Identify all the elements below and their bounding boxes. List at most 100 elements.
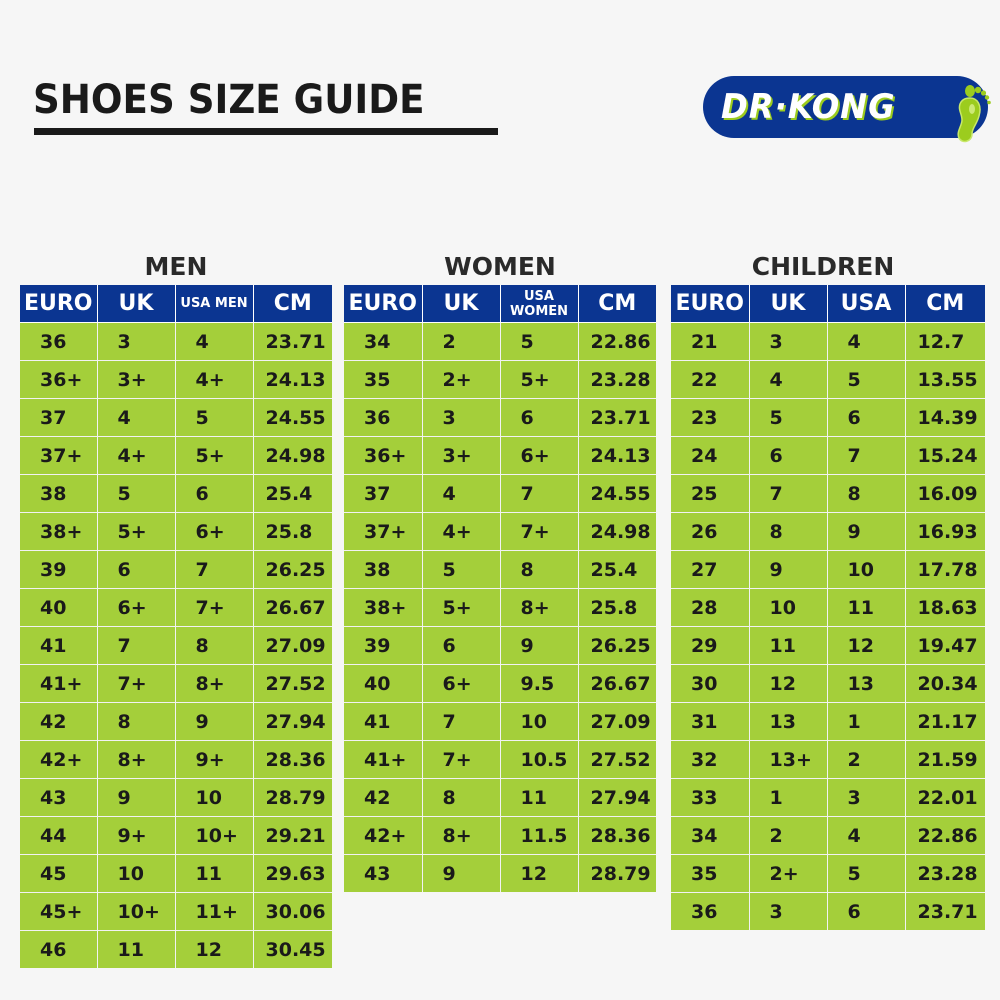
cell-uk: 3+ <box>421 436 501 475</box>
column-header-usa-men: USA MEN <box>174 285 254 323</box>
cell-cm: 25.4 <box>577 550 656 589</box>
men-header-row: EURO UK USA MEN CM <box>20 285 332 323</box>
children-size-table: EURO UK USA CM 21 3 4 12.7 22 4 5 13.55 23 5 6 14.3… <box>671 285 985 930</box>
cell-uk: 9+ <box>96 816 176 855</box>
cell-uk: 11 <box>96 930 176 968</box>
cell-cm: 22.86 <box>577 322 656 361</box>
table-row: 27 9 10 17.78 <box>671 550 985 589</box>
cell-usa: 13 <box>826 664 906 703</box>
table-row: 43 9 10 28.79 <box>20 778 332 817</box>
cell-usa: 10+ <box>174 816 254 855</box>
cell-cm: 26.25 <box>252 550 332 589</box>
table-row: 24 6 7 15.24 <box>671 436 985 475</box>
column-header-cm: CM <box>577 285 656 323</box>
cell-euro: 21 <box>671 322 750 361</box>
cell-euro: 36 <box>671 892 750 930</box>
cell-euro: 38 <box>20 474 98 513</box>
cell-usa: 8+ <box>174 664 254 703</box>
cell-uk: 6+ <box>96 588 176 627</box>
cell-usa: 9 <box>499 626 579 665</box>
cell-uk: 5 <box>748 398 828 437</box>
table-row: 35 2+ 5+ 23.28 <box>344 360 656 399</box>
column-header-cm: CM <box>904 285 985 323</box>
cell-euro: 39 <box>344 626 423 665</box>
cell-cm: 21.17 <box>904 702 985 741</box>
cell-cm: 18.63 <box>904 588 985 627</box>
cell-usa: 10 <box>826 550 906 589</box>
cell-usa: 11.5 <box>499 816 579 855</box>
cell-euro: 34 <box>671 816 750 855</box>
cell-uk: 3 <box>748 892 828 930</box>
cell-usa: 10 <box>174 778 254 817</box>
table-row: 29 11 12 19.47 <box>671 626 985 665</box>
column-header-usa-women-label: USA WOMEN <box>509 288 569 319</box>
cell-euro: 45 <box>20 854 98 893</box>
table-row: 38+ 5+ 8+ 25.8 <box>344 588 656 627</box>
logo-text: DR·KONG <box>721 87 896 127</box>
cell-euro: 39 <box>20 550 98 589</box>
table-row: 30 12 13 20.34 <box>671 664 985 703</box>
cell-usa: 10.5 <box>499 740 579 779</box>
column-header-usa: USA <box>826 285 906 323</box>
cell-cm: 28.36 <box>577 816 656 855</box>
table-row: 38 5 6 25.4 <box>20 474 332 513</box>
cell-uk: 8 <box>96 702 176 741</box>
cell-uk: 6+ <box>421 664 501 703</box>
title-underline <box>34 128 498 135</box>
cell-euro: 35 <box>671 854 750 893</box>
cell-uk: 5 <box>421 550 501 589</box>
table-row: 36 3 6 23.71 <box>344 398 656 437</box>
cell-uk: 4 <box>96 398 176 437</box>
cell-uk: 5+ <box>421 588 501 627</box>
children-section-title: CHILDREN <box>751 252 895 281</box>
table-row: 39 6 9 26.25 <box>344 626 656 665</box>
table-row: 35 2+ 5 23.28 <box>671 854 985 893</box>
column-header-usa-women: USA WOMEN <box>499 285 579 323</box>
cell-cm: 16.09 <box>904 474 985 513</box>
cell-usa: 8 <box>174 626 254 665</box>
cell-usa: 6 <box>826 398 906 437</box>
cell-cm: 28.36 <box>252 740 332 779</box>
cell-cm: 27.52 <box>252 664 332 703</box>
cell-euro: 34 <box>344 322 423 361</box>
table-row: 31 13 1 21.17 <box>671 702 985 741</box>
cell-usa: 5 <box>174 398 254 437</box>
cell-euro: 36+ <box>344 436 423 475</box>
cell-euro: 37 <box>344 474 423 513</box>
cell-euro: 27 <box>671 550 750 589</box>
cell-euro: 41 <box>20 626 98 665</box>
cell-cm: 23.71 <box>904 892 985 930</box>
cell-uk: 1 <box>748 778 828 817</box>
cell-usa: 6 <box>826 892 906 930</box>
cell-cm: 24.13 <box>577 436 656 475</box>
table-row: 41 7 8 27.09 <box>20 626 332 665</box>
cell-uk: 7 <box>421 702 501 741</box>
cell-euro: 22 <box>671 360 750 399</box>
cell-usa: 6+ <box>499 436 579 475</box>
table-row: 36 3 6 23.71 <box>671 892 985 930</box>
table-row: 23 5 6 14.39 <box>671 398 985 437</box>
cell-euro: 44 <box>20 816 98 855</box>
cell-usa: 5+ <box>499 360 579 399</box>
column-header-cm: CM <box>252 285 332 323</box>
cell-euro: 37 <box>20 398 98 437</box>
table-row: 26 8 9 16.93 <box>671 512 985 551</box>
cell-usa: 1 <box>826 702 906 741</box>
cell-euro: 41+ <box>20 664 98 703</box>
cell-uk: 4+ <box>421 512 501 551</box>
cell-cm: 26.25 <box>577 626 656 665</box>
column-header-uk: UK <box>421 285 501 323</box>
cell-cm: 12.7 <box>904 322 985 361</box>
cell-usa: 12 <box>499 854 579 892</box>
cell-usa: 6 <box>499 398 579 437</box>
cell-euro: 43 <box>20 778 98 817</box>
cell-uk: 2 <box>421 322 501 361</box>
table-row: 36+ 3+ 6+ 24.13 <box>344 436 656 475</box>
table-row: 41 7 10 27.09 <box>344 702 656 741</box>
cell-euro: 37+ <box>344 512 423 551</box>
cell-euro: 30 <box>671 664 750 703</box>
cell-cm: 21.59 <box>904 740 985 779</box>
cell-uk: 10 <box>96 854 176 893</box>
table-row: 37 4 5 24.55 <box>20 398 332 437</box>
table-row: 34 2 5 22.86 <box>344 322 656 361</box>
